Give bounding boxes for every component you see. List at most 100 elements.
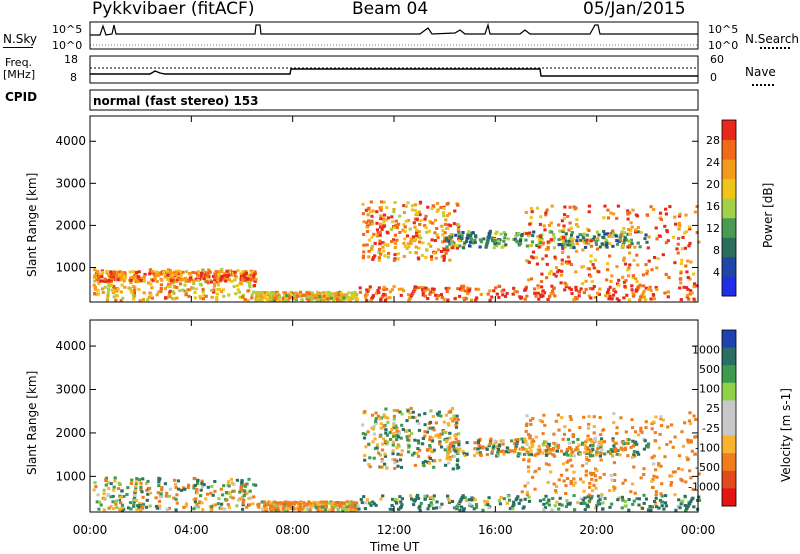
power-cell bbox=[395, 238, 399, 242]
power-cell bbox=[551, 292, 555, 296]
power-cell bbox=[181, 288, 185, 292]
power-cell bbox=[455, 246, 459, 250]
velocity-cell bbox=[556, 446, 560, 450]
velocity-cell bbox=[631, 502, 635, 506]
velocity-cell bbox=[230, 481, 234, 485]
velocity-cell bbox=[462, 507, 466, 511]
power-cell bbox=[543, 291, 547, 295]
velocity-cell bbox=[263, 501, 267, 505]
power-cell bbox=[358, 290, 362, 294]
velocity-ytick-label: 2000 bbox=[55, 426, 86, 440]
velocity-cell bbox=[525, 490, 529, 494]
power-cell bbox=[619, 233, 623, 237]
power-cell bbox=[649, 205, 653, 209]
power-cell bbox=[236, 288, 240, 292]
power-cell bbox=[142, 291, 146, 295]
velocity-cell bbox=[206, 485, 210, 489]
power-cell bbox=[503, 295, 508, 298]
velocity-cell bbox=[533, 487, 537, 491]
power-colorbar-segment bbox=[722, 120, 736, 141]
velocity-cell bbox=[260, 500, 264, 504]
power-cell bbox=[443, 239, 447, 243]
power-cell bbox=[697, 240, 701, 244]
power-cell bbox=[456, 203, 460, 207]
nsearch-label: N.Search bbox=[745, 32, 800, 46]
power-cell bbox=[647, 235, 651, 239]
velocity-cell bbox=[373, 437, 377, 441]
power-cell bbox=[584, 279, 588, 283]
power-cell bbox=[434, 293, 438, 297]
power-cell bbox=[468, 244, 472, 248]
power-cell bbox=[379, 208, 383, 212]
power-cell bbox=[335, 292, 339, 296]
velocity-cell bbox=[593, 474, 597, 478]
power-cell bbox=[310, 291, 314, 295]
power-colorbar-segment bbox=[722, 237, 736, 258]
power-cell bbox=[661, 253, 665, 257]
velocity-cell bbox=[353, 507, 357, 510]
power-cell bbox=[194, 287, 198, 291]
velocity-cell bbox=[673, 470, 677, 474]
power-cell bbox=[606, 208, 610, 212]
power-cell bbox=[518, 295, 522, 299]
velocity-cell bbox=[164, 494, 168, 498]
velocity-cell bbox=[620, 440, 624, 444]
power-cell bbox=[254, 291, 259, 295]
velocity-cell bbox=[172, 478, 177, 482]
power-cell bbox=[569, 237, 573, 240]
velocity-cell bbox=[594, 478, 598, 482]
velocity-cell bbox=[109, 504, 113, 508]
velocity-cell bbox=[610, 450, 614, 453]
velocity-cell bbox=[515, 442, 519, 446]
velocity-cell bbox=[194, 497, 198, 501]
velocity-cell bbox=[423, 497, 427, 501]
velocity-cell bbox=[548, 451, 552, 455]
velocity-cell bbox=[525, 493, 530, 497]
velocity-cell bbox=[587, 415, 591, 418]
power-cell bbox=[405, 247, 409, 250]
velocity-cell bbox=[627, 498, 631, 501]
velocity-cell bbox=[533, 453, 537, 457]
velocity-cell bbox=[584, 440, 588, 444]
velocity-cell bbox=[650, 456, 654, 460]
power-cell bbox=[221, 288, 225, 292]
power-cell bbox=[170, 271, 174, 275]
power-cell bbox=[674, 222, 678, 226]
velocity-cell bbox=[240, 495, 244, 499]
velocity-cell bbox=[408, 411, 412, 415]
power-cell bbox=[682, 285, 686, 289]
velocity-cell bbox=[599, 451, 603, 455]
velocity-cell bbox=[397, 507, 401, 511]
power-cell bbox=[458, 239, 462, 243]
power-cell bbox=[337, 295, 341, 298]
velocity-cell bbox=[353, 508, 357, 512]
velocity-cell bbox=[93, 481, 97, 485]
velocity-cell bbox=[669, 483, 673, 487]
power-cell bbox=[381, 245, 385, 249]
power-cell bbox=[369, 298, 373, 302]
velocity-cell bbox=[372, 502, 377, 506]
power-cell bbox=[530, 240, 535, 244]
power-cell bbox=[183, 283, 187, 287]
power-cell bbox=[249, 273, 253, 277]
power-cell bbox=[595, 247, 599, 251]
power-cell bbox=[378, 239, 382, 243]
velocity-cell bbox=[434, 434, 438, 438]
power-cell bbox=[460, 284, 464, 288]
power-cell bbox=[487, 233, 491, 237]
power-cell bbox=[570, 292, 574, 295]
power-cell bbox=[553, 294, 557, 298]
velocity-cell bbox=[398, 495, 402, 499]
velocity-cell bbox=[589, 454, 593, 458]
velocity-cell bbox=[576, 438, 580, 441]
velocity-cell bbox=[438, 442, 442, 446]
power-cell bbox=[109, 270, 113, 274]
power-cell bbox=[630, 288, 634, 292]
velocity-cell bbox=[458, 447, 462, 451]
velocity-cell bbox=[520, 437, 524, 441]
power-cell bbox=[213, 278, 217, 282]
power-cell bbox=[528, 244, 532, 248]
velocity-cell bbox=[445, 437, 449, 441]
velocity-cell bbox=[589, 440, 593, 444]
